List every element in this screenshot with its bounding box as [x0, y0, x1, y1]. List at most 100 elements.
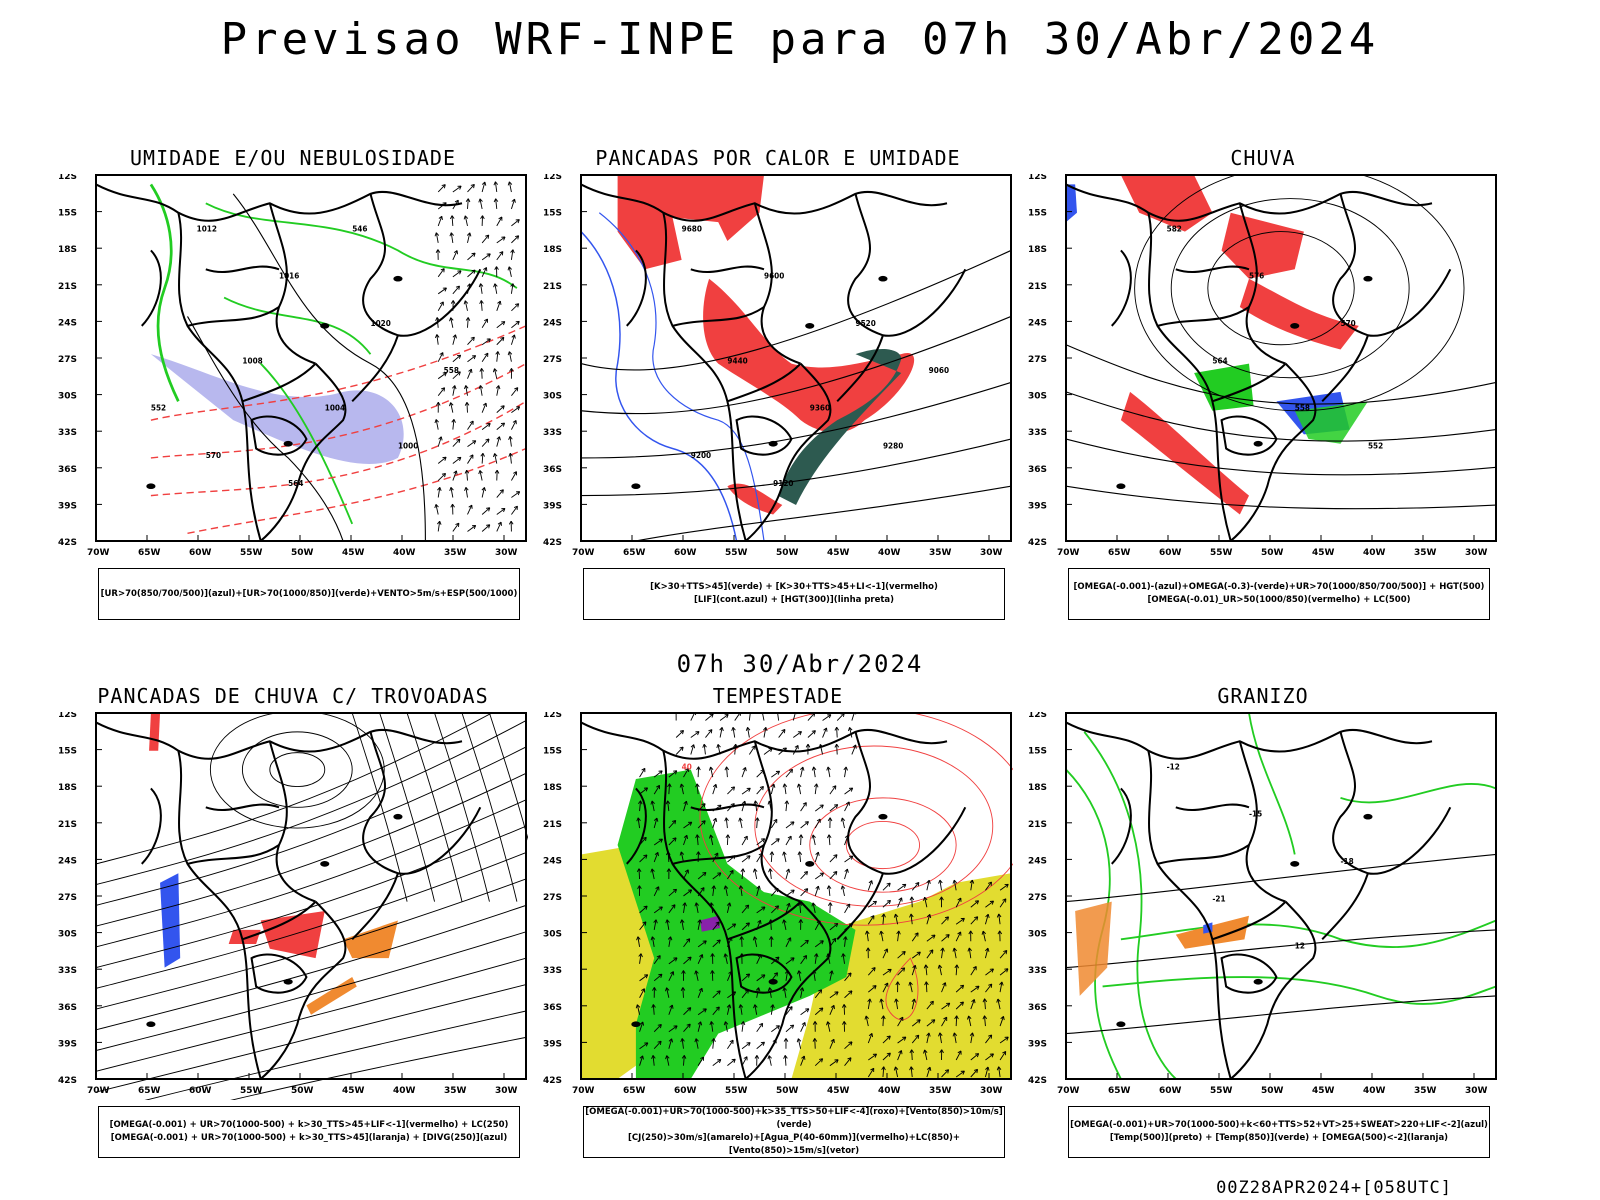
wind-arrow [511, 406, 520, 414]
wind-arrow [668, 783, 670, 795]
wind-arrowhead [679, 851, 685, 856]
wind-arrow [926, 934, 936, 942]
wind-arrowhead [731, 726, 736, 731]
border-line [1230, 362, 1317, 542]
border-line [735, 415, 793, 456]
panel-legend: [OMEGA(-0.001)-(azul)+OMEGA(-0.3)-(verde… [1068, 568, 1490, 620]
wind-arrow [496, 216, 503, 227]
wind-arrowhead [840, 885, 846, 890]
lat-tick-label: 12S [543, 712, 562, 720]
wind-arrow [452, 385, 456, 396]
wind-arrowhead [643, 854, 648, 859]
wind-arrow [868, 900, 877, 908]
wind-arrow [494, 453, 498, 464]
lon-tick-label: 55W [725, 548, 748, 558]
wind-arrowhead [636, 817, 641, 822]
wind-arrow [494, 368, 498, 379]
wind-arrow [697, 872, 707, 880]
wind-arrow [925, 981, 928, 993]
wind-arrowhead [805, 743, 811, 748]
lat-tick-label: 33S [58, 428, 77, 438]
wind-arrow [770, 819, 778, 829]
country-borders [1065, 721, 1452, 1080]
wind-arrow [666, 1055, 670, 1066]
wind-arrow [639, 988, 645, 999]
lat-tick-label: 33S [1028, 428, 1047, 438]
wind-arrow [999, 950, 1008, 959]
wind-arrow [778, 729, 786, 738]
border-line [672, 306, 765, 327]
wind-arrow [467, 504, 473, 515]
legend-line: [K>30+TTS>45](verde) + [K>30+TTS>45+LI<-… [650, 582, 938, 592]
wind-arrow [510, 334, 515, 345]
wind-arrow [719, 714, 729, 721]
wind-arrowhead [761, 974, 766, 979]
lat-tick-label: 15S [58, 747, 77, 757]
wind-arrowhead [451, 419, 456, 423]
lat-tick-label: 36S [1028, 465, 1047, 475]
wind-arrowhead [496, 436, 501, 441]
wind-arrowhead [975, 985, 980, 990]
wind-arrowhead [698, 987, 703, 992]
wind-arrowhead [497, 521, 502, 526]
wind-arrow [639, 800, 641, 812]
contour-label: 558 [1295, 404, 1310, 413]
wind-arrowhead [848, 990, 853, 995]
lat-tick-label: 12S [58, 174, 77, 182]
wind-arrowhead [702, 743, 707, 748]
wind-arrow [496, 422, 505, 430]
wind-arrow [970, 1053, 979, 1061]
wind-arrowhead [789, 1024, 795, 1029]
wind-arrowhead [901, 967, 906, 972]
wind-arrow [897, 951, 906, 959]
wind-arrowhead [938, 879, 943, 884]
wind-arrowhead [470, 183, 475, 189]
wind-arrow [836, 727, 838, 738]
wind-arrowhead [687, 956, 692, 961]
wind-arrowhead [641, 767, 646, 773]
wind-arrowhead [666, 868, 672, 873]
wind-arrow [814, 940, 824, 948]
wind-arrow [675, 746, 684, 755]
wind-arrowhead [916, 1019, 921, 1024]
wind-arrowhead [740, 1021, 746, 1026]
wind-arrowhead [988, 983, 993, 988]
wind-arrowhead [945, 934, 950, 939]
wind-arrow [970, 916, 979, 925]
lon-tick-label: 40W [393, 548, 416, 558]
wind-arrowhead [686, 1023, 691, 1028]
wind-arrow [437, 301, 444, 312]
wind-arrowhead [803, 955, 808, 960]
wind-arrowhead [967, 947, 972, 952]
mid-title: 07h 30/Abr/2024 [676, 650, 924, 678]
wind-arrow [653, 770, 663, 778]
wind-arrowhead [952, 1032, 958, 1037]
legend-line: [LIF](cont.azul) + [HGT(300)](linha pret… [693, 595, 895, 605]
wind-arrowhead [715, 921, 720, 926]
wind-arrow [925, 964, 928, 976]
wind-arrow [800, 987, 803, 998]
wind-arrow [882, 1066, 885, 1078]
height-contour [580, 315, 1012, 415]
water-contour [885, 957, 919, 1021]
rain-red-area [1221, 212, 1304, 279]
panel-pancadas-calor: PANCADAS POR CALOR E UMIDADE 9680 9600 952… [543, 146, 1013, 620]
wind-arrow [452, 354, 461, 363]
border-line [690, 803, 765, 812]
wind-arrowhead [695, 834, 700, 839]
wind-arrowhead [708, 834, 714, 839]
wind-arrowhead [842, 1021, 847, 1025]
wind-arrow [705, 713, 714, 721]
wind-arrowhead [775, 1025, 780, 1030]
wind-arrow [999, 968, 1009, 976]
wind-arrow [710, 834, 714, 846]
wind-arrow [511, 505, 518, 515]
wind-arrow [797, 1038, 802, 1049]
lat-tick-label: 30S [1028, 392, 1047, 402]
wind-arrowhead [485, 438, 490, 443]
wind-arrow [508, 181, 512, 193]
lon-tick-label: 30W [980, 548, 1003, 558]
temp500-contour [1065, 929, 1497, 969]
wind-arrow [479, 385, 483, 396]
wind-arrow [636, 1004, 641, 1015]
